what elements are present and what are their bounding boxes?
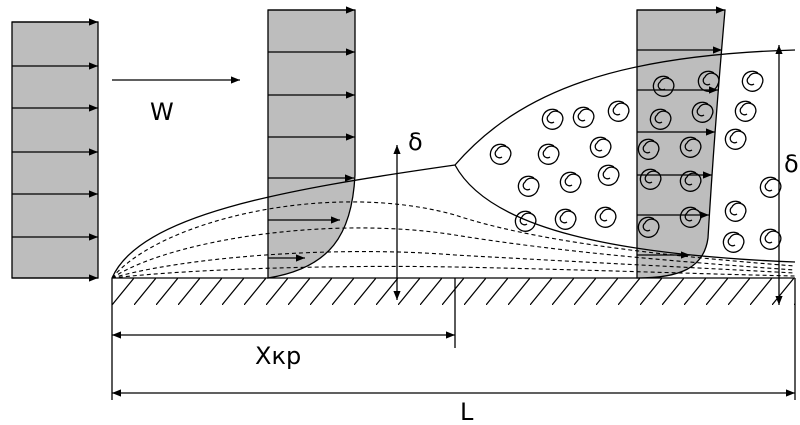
plate-hatch (112, 278, 795, 305)
laminar-arrows (268, 6, 355, 262)
eddy (607, 100, 630, 122)
eddy (679, 206, 702, 228)
eddy (597, 164, 620, 186)
eddy (759, 176, 782, 198)
eddy (637, 138, 660, 160)
inlet-arrows (12, 18, 98, 282)
streamline (111, 265, 796, 279)
laminar-edge (111, 164, 456, 279)
laminar-profile (267, 9, 356, 279)
eddy (741, 70, 764, 92)
xcr-label: Xкр (255, 342, 301, 370)
eddy (722, 231, 745, 253)
eddy (589, 136, 612, 158)
eddy (637, 216, 660, 238)
eddy (691, 101, 714, 123)
eddy (679, 136, 702, 158)
sublayer-edge (454, 164, 796, 263)
eddy (489, 143, 512, 165)
streamline (111, 227, 796, 279)
streamline (111, 251, 796, 279)
eddy (652, 75, 675, 97)
eddy (541, 108, 564, 130)
eddy (559, 171, 582, 193)
eddy (517, 175, 540, 197)
delta-label: δ (408, 128, 423, 156)
eddy (594, 206, 617, 228)
eddy (697, 70, 720, 92)
eddy (554, 208, 577, 230)
eddy (639, 168, 662, 190)
eddy (679, 170, 702, 192)
turbulent-edge (454, 49, 796, 166)
eddy (734, 100, 757, 122)
eddies (489, 70, 782, 253)
eddy (759, 228, 782, 250)
inlet-profile (11, 21, 99, 279)
delta-label: δ (784, 150, 799, 178)
eddy (724, 200, 747, 222)
eddy (572, 106, 595, 128)
eddy (649, 108, 672, 130)
velocity-label: W (150, 98, 174, 126)
length-label: L (460, 398, 474, 425)
eddy (514, 210, 537, 232)
eddy (724, 128, 747, 150)
eddy (537, 143, 560, 165)
